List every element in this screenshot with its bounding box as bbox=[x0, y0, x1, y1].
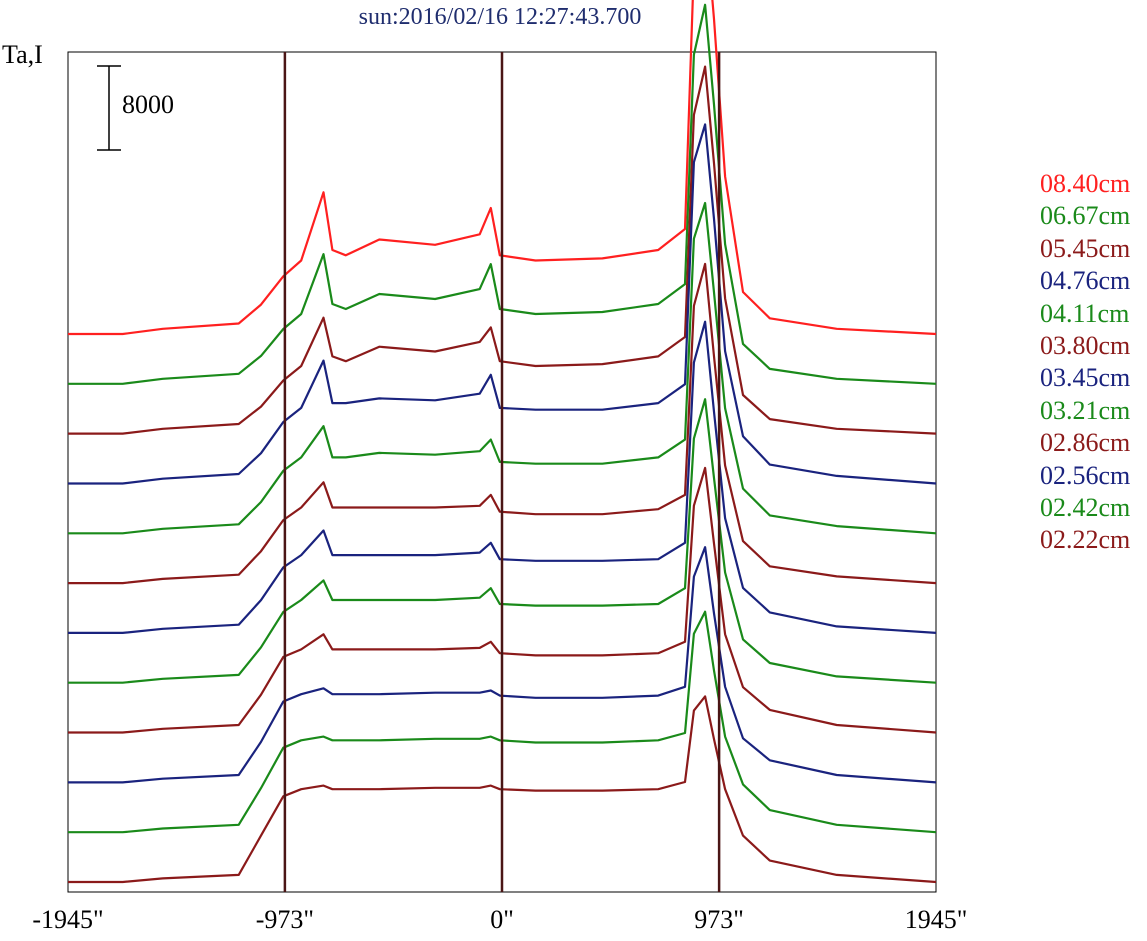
trace-02-86cm bbox=[68, 466, 937, 734]
trace-03-45cm bbox=[68, 320, 937, 634]
x-tick-label: -1945" bbox=[32, 905, 104, 934]
chart-legend: 08.40cm 06.67cm 05.45cm 04.76cm 04.11cm 03.80… bbox=[1040, 168, 1130, 557]
trace-02-22cm bbox=[68, 695, 937, 884]
x-tick-label: 1945" bbox=[904, 905, 968, 934]
trace-03-21cm bbox=[68, 398, 937, 684]
legend-entry: 04.11cm bbox=[1040, 298, 1130, 328]
trace-03-80cm bbox=[68, 262, 937, 585]
y-axis-label: Ta,I bbox=[2, 40, 43, 69]
trace-02-42cm bbox=[68, 610, 937, 834]
legend-entry: 05.45cm bbox=[1040, 233, 1131, 263]
x-tick-label: -973" bbox=[255, 905, 315, 934]
legend-entry: 04.76cm bbox=[1040, 266, 1131, 296]
trace-05-45cm bbox=[68, 65, 937, 435]
legend-entry: 03.80cm bbox=[1040, 330, 1131, 360]
legend-entry: 02.86cm bbox=[1040, 428, 1131, 458]
chart-title: sun:2016/02/16 12:27:43.700 bbox=[358, 4, 642, 30]
x-tick-label: 0" bbox=[490, 905, 514, 934]
legend-entry: 03.45cm bbox=[1040, 363, 1131, 393]
trace-02-56cm bbox=[68, 546, 937, 784]
legend-entry: 02.42cm bbox=[1040, 492, 1131, 522]
legend-entry: 02.56cm bbox=[1040, 460, 1131, 490]
legend-entry: 03.21cm bbox=[1040, 395, 1131, 425]
trace-04-11cm bbox=[68, 201, 937, 535]
x-tick-label: 973" bbox=[694, 905, 744, 934]
trace-06-67cm bbox=[68, 3, 937, 385]
trace-04-76cm bbox=[68, 123, 937, 485]
trace-08-40cm bbox=[68, 0, 937, 336]
legend-entry: 08.40cm bbox=[1040, 169, 1131, 198]
scale-bar-label: 8000 bbox=[122, 90, 174, 119]
legend-entry: 02.22cm bbox=[1040, 525, 1131, 555]
legend-entry: 06.67cm bbox=[1040, 201, 1131, 231]
